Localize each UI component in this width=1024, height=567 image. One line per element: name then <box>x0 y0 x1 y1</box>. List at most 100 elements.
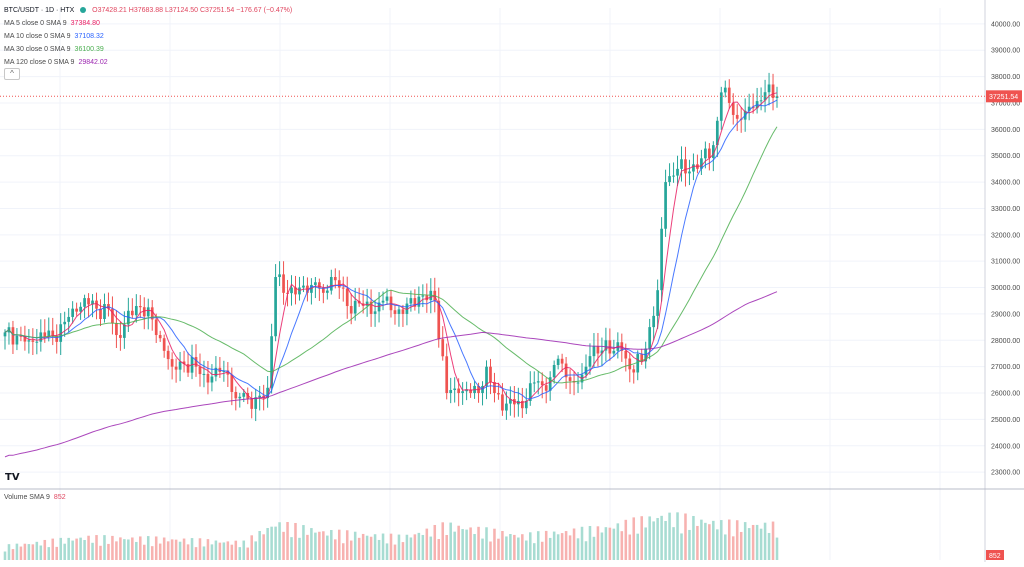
candle-body <box>142 307 146 317</box>
candle-body <box>457 388 461 394</box>
volume-bar <box>91 542 94 560</box>
legend-ma10-label: MA 10 close 0 SMA 9 <box>4 33 71 40</box>
volume-bar <box>644 527 647 560</box>
candle-body <box>83 298 86 307</box>
legend-ma10[interactable]: MA 10 close 0 SMA 9 37108.32 <box>4 30 292 43</box>
candle-body <box>656 290 659 316</box>
volume-bar <box>453 531 456 560</box>
candle-body <box>592 346 596 357</box>
volume-bar <box>640 516 643 560</box>
volume-bar <box>71 540 74 560</box>
candle-body <box>445 356 449 394</box>
volume-tag-label: 852 <box>989 553 1001 560</box>
candle-body <box>302 285 305 288</box>
y-tick-label: 34000.00 <box>991 180 1020 187</box>
legend-ma30[interactable]: MA 30 close 0 SMA 9 36100.39 <box>4 43 292 56</box>
symbol-header[interactable]: BTC/USDT · 1D · HTX O37428.21 H37683.88 … <box>4 4 292 17</box>
candle-body <box>628 358 632 370</box>
live-status-icon <box>80 7 87 14</box>
volume-bar <box>286 522 289 560</box>
volume-bar <box>341 543 345 560</box>
y-tick-label: 36000.00 <box>991 127 1020 134</box>
candle-body <box>540 381 544 386</box>
legend-ma120-value: 29842.02 <box>78 59 108 66</box>
legend-ma5[interactable]: MA 5 close 0 SMA 9 37384.80 <box>4 17 292 30</box>
candle-body <box>735 114 739 119</box>
candle-body <box>31 340 35 342</box>
candle-body <box>130 310 134 316</box>
candle-body <box>711 145 715 158</box>
candle-body <box>727 87 731 103</box>
volume-bar <box>413 534 417 560</box>
volume-bar <box>31 544 35 560</box>
volume-bar <box>389 533 393 560</box>
candle-body <box>234 391 238 399</box>
volume-bar <box>660 515 663 560</box>
volume-bar <box>326 535 329 560</box>
volume-bar <box>310 528 313 560</box>
ma120-line <box>4 291 778 458</box>
candle-body <box>672 175 675 177</box>
candle-body <box>676 168 679 176</box>
volume-bar <box>365 535 369 560</box>
volume-bar <box>600 532 604 560</box>
volume-bar <box>489 541 492 560</box>
volume-legend-value: 852 <box>53 494 66 501</box>
candle-body <box>684 159 687 174</box>
volume-bar <box>381 533 385 560</box>
candle-body <box>688 171 691 174</box>
volume-bar <box>353 531 357 560</box>
candle-body <box>321 288 325 293</box>
candle-body <box>329 277 333 291</box>
volume-bar <box>87 535 90 560</box>
candle-body <box>449 390 453 394</box>
candle-body <box>520 400 524 409</box>
volume-bar <box>405 534 409 560</box>
volume-bar <box>67 537 70 560</box>
volume-tag <box>986 550 1004 560</box>
candle-body <box>723 87 727 93</box>
candle-body <box>409 298 413 304</box>
y-tick-label: 37000.00 <box>991 100 1020 107</box>
candle-body <box>771 84 775 98</box>
y-tick-label: 40000.00 <box>991 21 1020 28</box>
candle-body <box>421 295 425 297</box>
candle-body <box>138 306 142 308</box>
volume-bar <box>182 538 186 560</box>
volume-bar <box>576 538 580 560</box>
volume-bar <box>572 528 576 560</box>
candle-body <box>668 176 671 183</box>
volume-bar <box>135 541 138 560</box>
candle-body <box>556 358 560 365</box>
volume-bar <box>115 541 118 560</box>
candle-body <box>373 311 377 314</box>
collapse-legend-button[interactable]: ^ <box>4 68 20 80</box>
volume-bar <box>178 541 182 560</box>
volume-bar <box>258 531 261 560</box>
volume-bar <box>672 527 675 560</box>
volume-bar <box>166 541 170 560</box>
volume-bar <box>314 532 317 560</box>
volume-bar <box>154 536 158 560</box>
legend-ma120[interactable]: MA 120 close 0 SMA 9 29842.02 <box>4 56 292 69</box>
volume-bar <box>170 539 174 560</box>
volume-bar <box>318 531 321 560</box>
candle-body <box>544 385 548 391</box>
volume-bar <box>95 535 98 560</box>
tradingview-logo-icon[interactable]: TV <box>5 472 20 483</box>
candle-body <box>461 391 464 394</box>
candle-body <box>290 287 293 294</box>
candle-body <box>59 324 63 342</box>
volume-bar <box>540 541 544 560</box>
candle-body <box>648 327 652 349</box>
candle-body <box>715 120 719 146</box>
candle-body <box>210 376 214 383</box>
volume-bar <box>330 530 333 560</box>
volume-bar <box>131 537 134 560</box>
volume-bar <box>139 536 142 560</box>
volume-legend[interactable]: Volume SMA 9 852 <box>4 494 66 501</box>
volume-bar <box>536 531 540 560</box>
candle-body <box>127 310 130 325</box>
